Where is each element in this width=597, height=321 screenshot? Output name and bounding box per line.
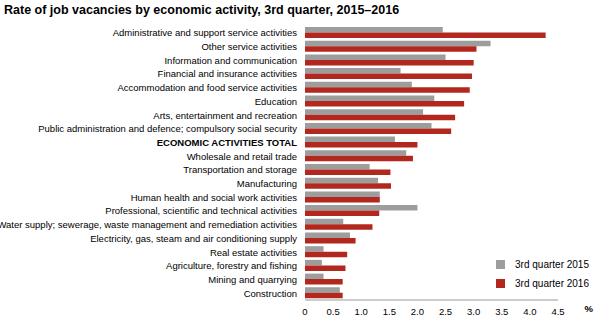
html-text:3rd quarter 2016: 3rd quarter 2016 [515, 278, 589, 289]
svg-text:Information and communication: Information and communication [164, 55, 297, 66]
html-text:Rate of job vacancies by econo: Rate of job vacancies by economic activi… [4, 3, 400, 17]
svg-text:Manufacturing: Manufacturing [237, 178, 297, 189]
svg-text:Agriculture, forestry and fish: Agriculture, forestry and fishing [166, 260, 297, 271]
svg-text:0: 0 [302, 306, 307, 317]
svg-text:4.0: 4.0 [523, 306, 536, 317]
svg-text:4.5: 4.5 [551, 306, 564, 317]
svg-text:Human health and social work a: Human health and social work activities [131, 192, 298, 203]
svg-text:Administrative and support ser: Administrative and support service activ… [113, 27, 298, 38]
svg-text:Arts, entertainment and recrea: Arts, entertainment and recreation [153, 110, 297, 121]
svg-text:2.0: 2.0 [411, 306, 424, 317]
svg-text:1.5: 1.5 [383, 306, 396, 317]
svg-text:Other service activities: Other service activities [201, 41, 297, 52]
svg-text:Water supply; sewerage, waste: Water supply; sewerage, waste management… [8, 219, 297, 230]
svg-text:Real estate activities: Real estate activities [210, 247, 297, 258]
svg-text:Construction: Construction [244, 288, 297, 299]
svg-text:1.0: 1.0 [355, 306, 368, 317]
html-text:3rd quarter 2015: 3rd quarter 2015 [515, 259, 589, 270]
svg-text:Education: Education [255, 96, 297, 107]
svg-text:Electricity, gas, steam and ai: Electricity, gas, steam and air conditio… [90, 233, 297, 244]
svg-text:Accommodation and food service: Accommodation and food service activitie… [117, 82, 297, 93]
svg-text:3.5: 3.5 [495, 306, 508, 317]
svg-text:ECONOMIC ACTIVITIES TOTAL: ECONOMIC ACTIVITIES TOTAL [157, 137, 297, 148]
svg-text:Professional, scientific and t: Professional, scientific and technical a… [105, 205, 297, 216]
svg-text:Financial and insurance activi: Financial and insurance activities [158, 68, 298, 79]
svg-text:Public administration and defe: Public administration and defence; compu… [38, 123, 297, 134]
svg-text:Wholesale and retail trade: Wholesale and retail trade [187, 151, 297, 162]
svg-text:Transportation and storage: Transportation and storage [183, 164, 297, 175]
svg-text:Mining and quarrying: Mining and quarrying [208, 274, 297, 285]
svg-text:2.5: 2.5 [439, 306, 452, 317]
svg-text:0.5: 0.5 [327, 306, 340, 317]
svg-text:3.0: 3.0 [467, 306, 480, 317]
